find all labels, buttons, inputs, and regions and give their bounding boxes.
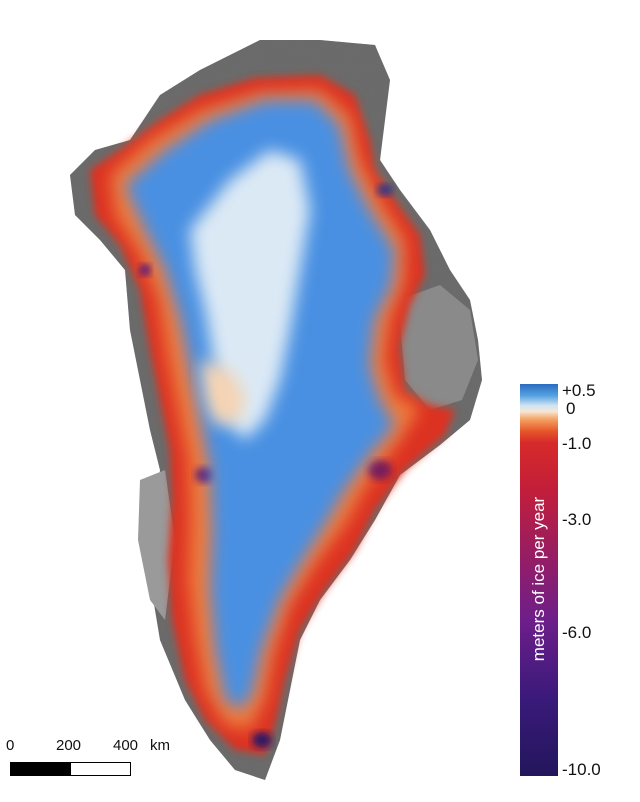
legend-tick-plus-0-5: +0.5 — [562, 381, 596, 400]
scale-label-400: 400 — [113, 737, 139, 754]
legend-tick-0: 0 — [566, 399, 576, 418]
legend-tick-minus-10: -10.0 — [562, 760, 601, 779]
legend-title: meters of ice per year — [529, 496, 548, 662]
scale-unit: km — [150, 737, 170, 754]
legend-tick-minus-1: -1.0 — [562, 434, 592, 453]
scale-bar-white-segment — [70, 762, 131, 776]
ice-interior — [125, 100, 395, 710]
scale-label-200: 200 — [56, 737, 82, 754]
legend-color-bar — [520, 384, 558, 776]
legend-tick-minus-6: -6.0 — [562, 623, 592, 642]
scale-label-0: 0 — [6, 737, 15, 754]
scale-bar-black-segment — [10, 762, 72, 776]
legend-tick-minus-3: -3.0 — [562, 510, 592, 529]
